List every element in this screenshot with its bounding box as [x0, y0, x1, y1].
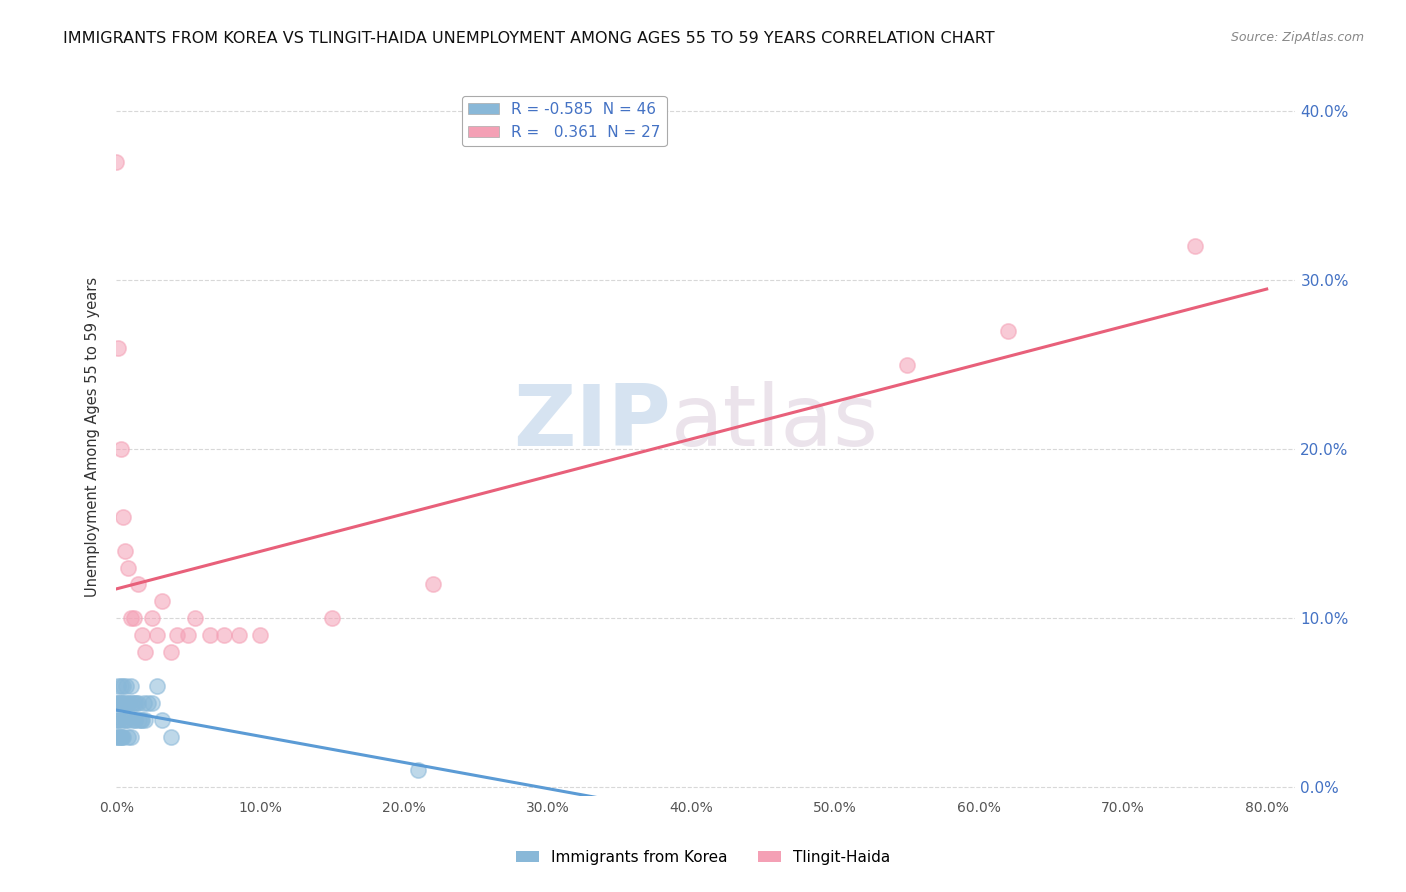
Point	[134, 645, 156, 659]
Point	[108, 713, 131, 727]
Point	[112, 696, 135, 710]
Y-axis label: Unemployment Among Ages 55 to 59 years: Unemployment Among Ages 55 to 59 years	[86, 277, 100, 597]
Point	[321, 611, 343, 625]
Point	[228, 628, 250, 642]
Point	[896, 358, 918, 372]
Text: ZIP: ZIP	[513, 381, 671, 464]
Point	[117, 560, 139, 574]
Point	[105, 696, 128, 710]
Point	[177, 628, 200, 642]
Point	[115, 713, 138, 727]
Point	[110, 442, 132, 457]
Point	[107, 730, 129, 744]
Point	[120, 611, 142, 625]
Point	[212, 628, 235, 642]
Point	[166, 628, 188, 642]
Point	[132, 696, 155, 710]
Point	[108, 730, 131, 744]
Point	[114, 713, 136, 727]
Point	[110, 696, 132, 710]
Legend: Immigrants from Korea, Tlingit-Haida: Immigrants from Korea, Tlingit-Haida	[509, 844, 897, 871]
Point	[110, 679, 132, 693]
Point	[114, 696, 136, 710]
Point	[120, 679, 142, 693]
Point	[108, 696, 131, 710]
Point	[107, 696, 129, 710]
Point	[112, 730, 135, 744]
Point	[111, 696, 134, 710]
Point	[141, 696, 163, 710]
Point	[118, 713, 141, 727]
Point	[160, 645, 183, 659]
Point	[112, 509, 135, 524]
Point	[422, 577, 444, 591]
Point	[112, 679, 135, 693]
Point	[150, 713, 173, 727]
Point	[117, 730, 139, 744]
Point	[145, 679, 167, 693]
Point	[107, 341, 129, 355]
Point	[124, 713, 146, 727]
Point	[122, 611, 145, 625]
Text: IMMIGRANTS FROM KOREA VS TLINGIT-HAIDA UNEMPLOYMENT AMONG AGES 55 TO 59 YEARS CO: IMMIGRANTS FROM KOREA VS TLINGIT-HAIDA U…	[63, 31, 995, 46]
Point	[145, 628, 167, 642]
Point	[150, 594, 173, 608]
Point	[127, 696, 149, 710]
Point	[160, 730, 183, 744]
Point	[121, 696, 143, 710]
Point	[117, 696, 139, 710]
Legend: R = -0.585  N = 46, R =   0.361  N = 27: R = -0.585 N = 46, R = 0.361 N = 27	[463, 95, 666, 145]
Point	[107, 679, 129, 693]
Point	[184, 611, 207, 625]
Point	[141, 611, 163, 625]
Point	[122, 713, 145, 727]
Point	[115, 679, 138, 693]
Point	[136, 696, 159, 710]
Point	[131, 713, 153, 727]
Point	[110, 730, 132, 744]
Point	[105, 713, 128, 727]
Point	[122, 696, 145, 710]
Point	[131, 628, 153, 642]
Point	[129, 713, 152, 727]
Text: atlas: atlas	[671, 381, 879, 464]
Point	[120, 730, 142, 744]
Point	[114, 543, 136, 558]
Point	[111, 713, 134, 727]
Point	[249, 628, 271, 642]
Point	[105, 730, 128, 744]
Point	[105, 155, 128, 169]
Point	[1184, 239, 1206, 253]
Point	[125, 696, 148, 710]
Point	[107, 713, 129, 727]
Point	[997, 324, 1019, 338]
Point	[406, 764, 429, 778]
Point	[111, 730, 134, 744]
Point	[134, 713, 156, 727]
Point	[198, 628, 221, 642]
Point	[118, 696, 141, 710]
Point	[128, 713, 150, 727]
Point	[127, 577, 149, 591]
Text: Source: ZipAtlas.com: Source: ZipAtlas.com	[1230, 31, 1364, 45]
